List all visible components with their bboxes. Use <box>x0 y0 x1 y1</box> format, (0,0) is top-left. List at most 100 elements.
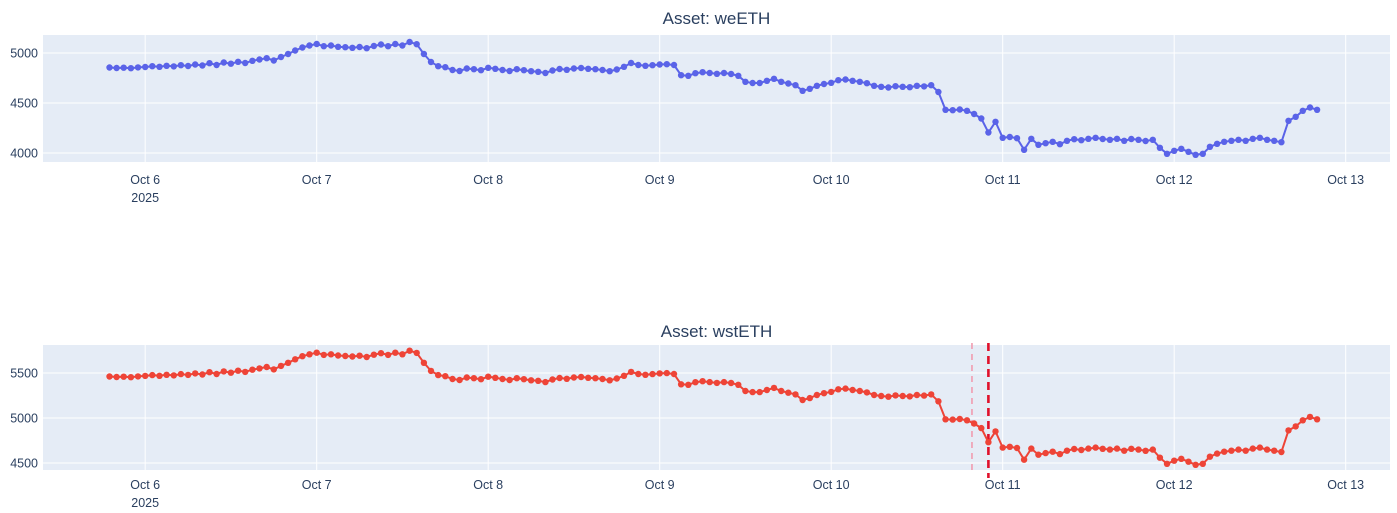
data-point <box>427 58 435 66</box>
data-point <box>599 66 606 74</box>
data-point <box>763 386 771 394</box>
data-point <box>677 381 685 388</box>
data-point <box>1306 413 1314 421</box>
data-point <box>1185 458 1192 465</box>
data-point <box>227 369 235 376</box>
data-point <box>477 376 485 383</box>
data-point <box>1078 137 1085 144</box>
data-point <box>906 393 913 400</box>
data-point <box>563 375 570 382</box>
data-point <box>878 83 885 91</box>
data-point <box>856 387 863 395</box>
data-point <box>256 365 263 372</box>
data-point <box>392 349 399 356</box>
data-point <box>970 420 978 427</box>
x-tick-label: Oct 7 <box>302 173 332 187</box>
data-point <box>342 44 349 51</box>
data-point <box>1121 447 1128 454</box>
data-point <box>227 60 235 67</box>
data-point <box>213 370 220 378</box>
weeth-plot-area[interactable]: Oct 6 2025 Oct 7 Oct 8 Oct 9 Oct 10 Oct 11 Oct … <box>0 0 1397 210</box>
y-tick-label: 5000 <box>10 412 38 426</box>
data-point <box>1271 447 1278 454</box>
data-point <box>563 66 570 74</box>
x-tick-sublabel: 2025 <box>131 191 159 205</box>
data-point <box>334 43 342 50</box>
data-point <box>685 381 692 388</box>
data-point <box>1199 150 1207 157</box>
data-point <box>1292 423 1299 430</box>
data-point <box>363 353 370 361</box>
data-point <box>1171 147 1178 154</box>
data-point <box>963 417 971 424</box>
data-point <box>1113 445 1121 452</box>
data-point <box>342 352 349 360</box>
data-point <box>199 371 206 378</box>
data-point <box>1199 460 1207 467</box>
data-point <box>1185 148 1192 155</box>
data-point <box>1049 448 1056 455</box>
data-point <box>442 63 449 71</box>
data-point <box>742 387 749 395</box>
data-point <box>642 62 649 69</box>
data-point <box>406 347 413 354</box>
data-point <box>763 77 771 85</box>
data-point <box>149 62 156 70</box>
data-point <box>949 107 956 114</box>
data-point <box>485 64 492 72</box>
data-point <box>1106 136 1114 143</box>
data-point <box>134 373 142 380</box>
data-point <box>770 75 778 83</box>
data-point <box>1256 444 1264 451</box>
data-point <box>1221 138 1228 145</box>
data-point <box>1306 104 1314 111</box>
data-point <box>520 376 528 383</box>
data-point <box>184 62 192 70</box>
data-point <box>327 42 335 49</box>
x-tick-sublabel: 2025 <box>131 496 159 510</box>
data-point <box>1099 445 1106 452</box>
data-point <box>692 70 699 77</box>
data-point <box>1299 417 1307 424</box>
data-point <box>1006 443 1013 450</box>
data-point <box>499 66 506 74</box>
data-point <box>149 371 156 379</box>
data-point <box>735 72 742 80</box>
data-point <box>1285 427 1292 434</box>
data-point <box>1206 143 1214 150</box>
data-point <box>928 391 935 398</box>
data-point <box>356 352 363 359</box>
x-tick-label: Oct 10 <box>813 478 850 492</box>
data-point <box>613 375 620 382</box>
data-point <box>735 381 742 388</box>
data-point <box>549 376 556 383</box>
data-point <box>413 349 420 357</box>
data-point <box>727 70 735 78</box>
data-point <box>199 62 206 69</box>
data-point <box>713 379 721 387</box>
data-point <box>249 366 256 373</box>
data-point <box>627 59 635 67</box>
data-point <box>127 374 135 381</box>
data-point <box>956 415 963 423</box>
data-point <box>713 70 721 78</box>
data-point <box>113 373 120 381</box>
data-point <box>1063 447 1071 454</box>
data-point <box>842 76 849 83</box>
data-point <box>542 69 549 77</box>
data-point <box>813 82 821 90</box>
data-point <box>527 377 535 384</box>
data-point <box>920 392 928 399</box>
data-point <box>863 80 871 87</box>
data-point <box>256 56 263 63</box>
data-point <box>327 351 335 358</box>
data-point <box>485 373 492 380</box>
data-point <box>156 63 163 70</box>
data-point <box>1042 449 1049 457</box>
data-point <box>985 129 992 136</box>
wsteth-plot-area[interactable]: Oct 6 2025 Oct 7 Oct 8 Oct 9 Oct 10 Oct 11 Oct … <box>0 313 1397 513</box>
data-point <box>506 376 513 384</box>
data-point <box>435 371 442 379</box>
data-point <box>1163 150 1171 157</box>
